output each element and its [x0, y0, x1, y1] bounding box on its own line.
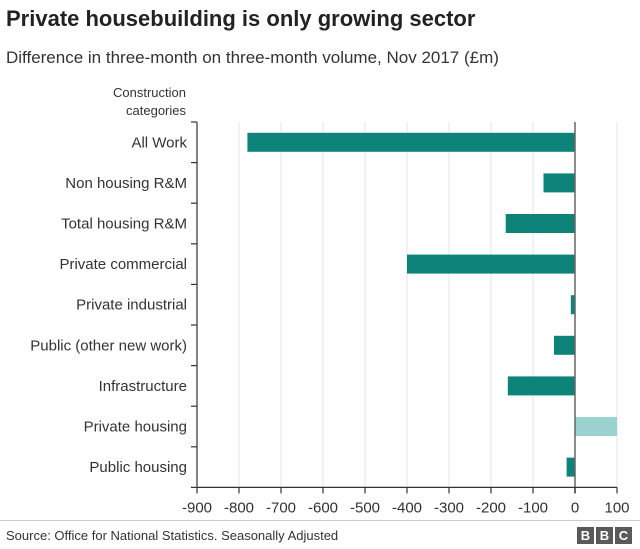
- bar: [554, 335, 575, 355]
- bar-chart: All Work Non housing R&M Total housing R&M…: [30, 121, 630, 516]
- category-label: Private housing: [84, 419, 187, 436]
- category-label: Public (other new work): [30, 337, 187, 354]
- value-tick-label: 100: [604, 499, 629, 516]
- bar: [407, 254, 575, 274]
- value-tick-label: -100: [518, 499, 548, 516]
- bbc-logo-letter: C: [615, 527, 632, 544]
- value-tick-label: -400: [392, 499, 422, 516]
- category-axis-header: Construction categories: [113, 85, 186, 118]
- value-tick-label: -600: [308, 499, 338, 516]
- bar: [575, 417, 617, 436]
- value-tick-label: -300: [434, 499, 464, 516]
- source-note: Source: Office for National Statistics. …: [6, 528, 339, 543]
- category-label: Non housing R&M: [65, 175, 187, 192]
- bbc-logo: B B C: [577, 527, 632, 544]
- value-tick-label: -200: [476, 499, 506, 516]
- category-label: Private industrial: [76, 297, 187, 314]
- value-tick-label: -800: [224, 499, 254, 516]
- value-tick-label: -500: [350, 499, 380, 516]
- chart-subtitle: Difference in three-month on three-month…: [6, 48, 499, 67]
- footer-divider: [0, 520, 640, 521]
- value-tick-label: -900: [182, 499, 212, 516]
- bar: [247, 132, 575, 152]
- bar: [507, 376, 575, 396]
- bbc-logo-letter: B: [596, 527, 613, 544]
- category-label: Infrastructure: [99, 378, 187, 395]
- category-label: Private commercial: [59, 256, 187, 273]
- bar: [570, 295, 575, 315]
- bar: [566, 457, 575, 477]
- bar: [543, 173, 575, 193]
- value-tick-label: -700: [266, 499, 296, 516]
- bbc-logo-letter: B: [577, 527, 594, 544]
- bar: [505, 214, 575, 233]
- chart-title: Private housebuilding is only growing se…: [6, 6, 476, 31]
- category-label: Total housing R&M: [61, 216, 187, 233]
- category-label: All Work: [131, 134, 187, 151]
- category-label: Public housing: [89, 459, 187, 476]
- value-tick-label: 0: [571, 499, 579, 516]
